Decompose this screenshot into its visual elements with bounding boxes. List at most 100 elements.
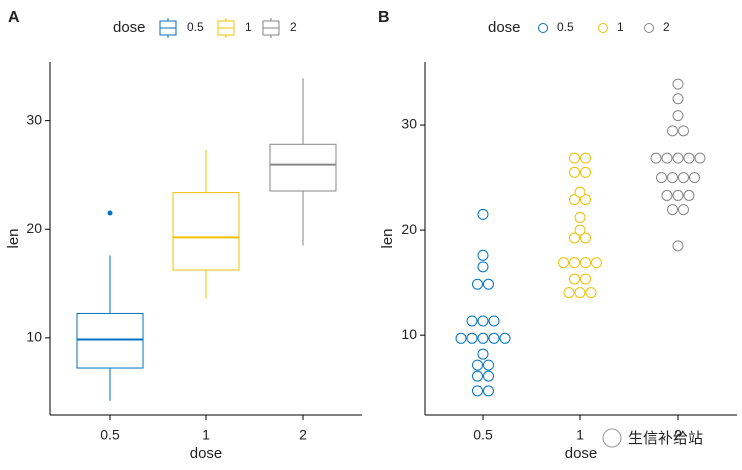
dot bbox=[563, 287, 575, 299]
dot bbox=[558, 257, 569, 269]
dot bbox=[689, 172, 700, 184]
dot bbox=[488, 332, 500, 344]
legend-title: dose bbox=[488, 19, 521, 36]
dot bbox=[580, 194, 591, 206]
dot bbox=[483, 370, 494, 382]
dot bbox=[574, 211, 586, 223]
dot bbox=[683, 189, 695, 201]
x-tick-label: 2 bbox=[299, 427, 307, 443]
dot bbox=[672, 240, 684, 252]
y-tick-label: 30 bbox=[401, 116, 417, 132]
dot bbox=[672, 152, 684, 164]
box bbox=[76, 312, 144, 369]
dot bbox=[477, 315, 489, 327]
panel-label: A bbox=[8, 9, 20, 26]
dot bbox=[591, 257, 602, 269]
y-tick-label: 10 bbox=[401, 326, 417, 342]
dot bbox=[472, 359, 483, 371]
legend-label: 0.5 bbox=[187, 20, 204, 34]
x-tick-label: 0.5 bbox=[100, 427, 120, 443]
dot bbox=[488, 315, 500, 327]
dot bbox=[683, 152, 695, 164]
dot bbox=[672, 189, 684, 201]
legend-key bbox=[598, 23, 608, 33]
dot bbox=[472, 385, 483, 397]
dot bbox=[667, 172, 678, 184]
y-tick-label: 20 bbox=[26, 220, 42, 236]
dot bbox=[585, 287, 597, 299]
dot bbox=[574, 186, 586, 198]
x-tick-label: 1 bbox=[202, 427, 210, 443]
y-tick-label: 20 bbox=[401, 221, 417, 237]
dot bbox=[477, 348, 489, 360]
dot bbox=[472, 370, 483, 382]
y-axis-label: len bbox=[379, 228, 396, 248]
dot bbox=[580, 166, 591, 178]
legend-label: 1 bbox=[617, 20, 624, 34]
box bbox=[269, 143, 337, 192]
legend-key bbox=[538, 23, 548, 33]
dot bbox=[569, 166, 580, 178]
x-axis-label: dose bbox=[565, 445, 598, 462]
legend-key bbox=[644, 23, 654, 33]
legend-label: 1 bbox=[245, 20, 252, 34]
x-tick-label: 1 bbox=[576, 427, 584, 443]
dot bbox=[466, 332, 478, 344]
dot bbox=[661, 152, 673, 164]
dot bbox=[678, 172, 689, 184]
dot bbox=[569, 232, 580, 244]
dot bbox=[580, 273, 591, 285]
dot bbox=[466, 315, 478, 327]
dot bbox=[656, 172, 667, 184]
dot bbox=[672, 93, 684, 105]
panel-label: B bbox=[378, 9, 390, 26]
dot bbox=[569, 257, 580, 269]
dot bbox=[569, 273, 580, 285]
dot bbox=[455, 332, 467, 344]
dot bbox=[483, 385, 494, 397]
dot bbox=[574, 287, 586, 299]
dot bbox=[672, 110, 684, 122]
y-tick-label: 10 bbox=[26, 329, 42, 345]
dot bbox=[667, 125, 678, 137]
dot bbox=[574, 224, 586, 236]
dot bbox=[694, 152, 706, 164]
box bbox=[172, 192, 240, 271]
legend-label: 2 bbox=[290, 20, 297, 34]
watermark-text: 生信补给站 bbox=[628, 430, 703, 447]
dot bbox=[661, 189, 673, 201]
dot bbox=[580, 232, 591, 244]
dot bbox=[477, 261, 489, 273]
watermark: 生信补给站 bbox=[602, 428, 703, 448]
dot bbox=[483, 278, 494, 290]
x-tick-label: 0.5 bbox=[473, 427, 493, 443]
y-tick-label: 30 bbox=[26, 111, 42, 127]
dot bbox=[569, 152, 580, 164]
dot bbox=[650, 152, 662, 164]
dot bbox=[580, 257, 591, 269]
dot bbox=[667, 204, 678, 216]
y-axis-label: len bbox=[5, 228, 22, 248]
dot bbox=[678, 204, 689, 216]
dot bbox=[499, 332, 511, 344]
legend-title: dose bbox=[113, 19, 146, 36]
watermark-icon bbox=[602, 428, 622, 448]
dot bbox=[580, 152, 591, 164]
legend-label: 0.5 bbox=[557, 20, 574, 34]
legend-label: 2 bbox=[663, 20, 670, 34]
panel: B 10 20 30 0.5 1 2 dose len dose 0.5 1 2 bbox=[378, 9, 737, 462]
dot bbox=[569, 194, 580, 206]
dot bbox=[477, 332, 489, 344]
dot bbox=[477, 208, 489, 220]
outlier bbox=[107, 210, 113, 216]
x-tick-label: 2 bbox=[674, 427, 682, 443]
dot bbox=[483, 359, 494, 371]
dot bbox=[477, 249, 489, 261]
x-axis-label: dose bbox=[190, 445, 223, 462]
dot bbox=[472, 278, 483, 290]
panel: A 10 20 30 0.5 1 2 dose len dose 0.5 1 2 bbox=[5, 9, 362, 462]
dot bbox=[678, 125, 689, 137]
dot bbox=[672, 78, 684, 90]
